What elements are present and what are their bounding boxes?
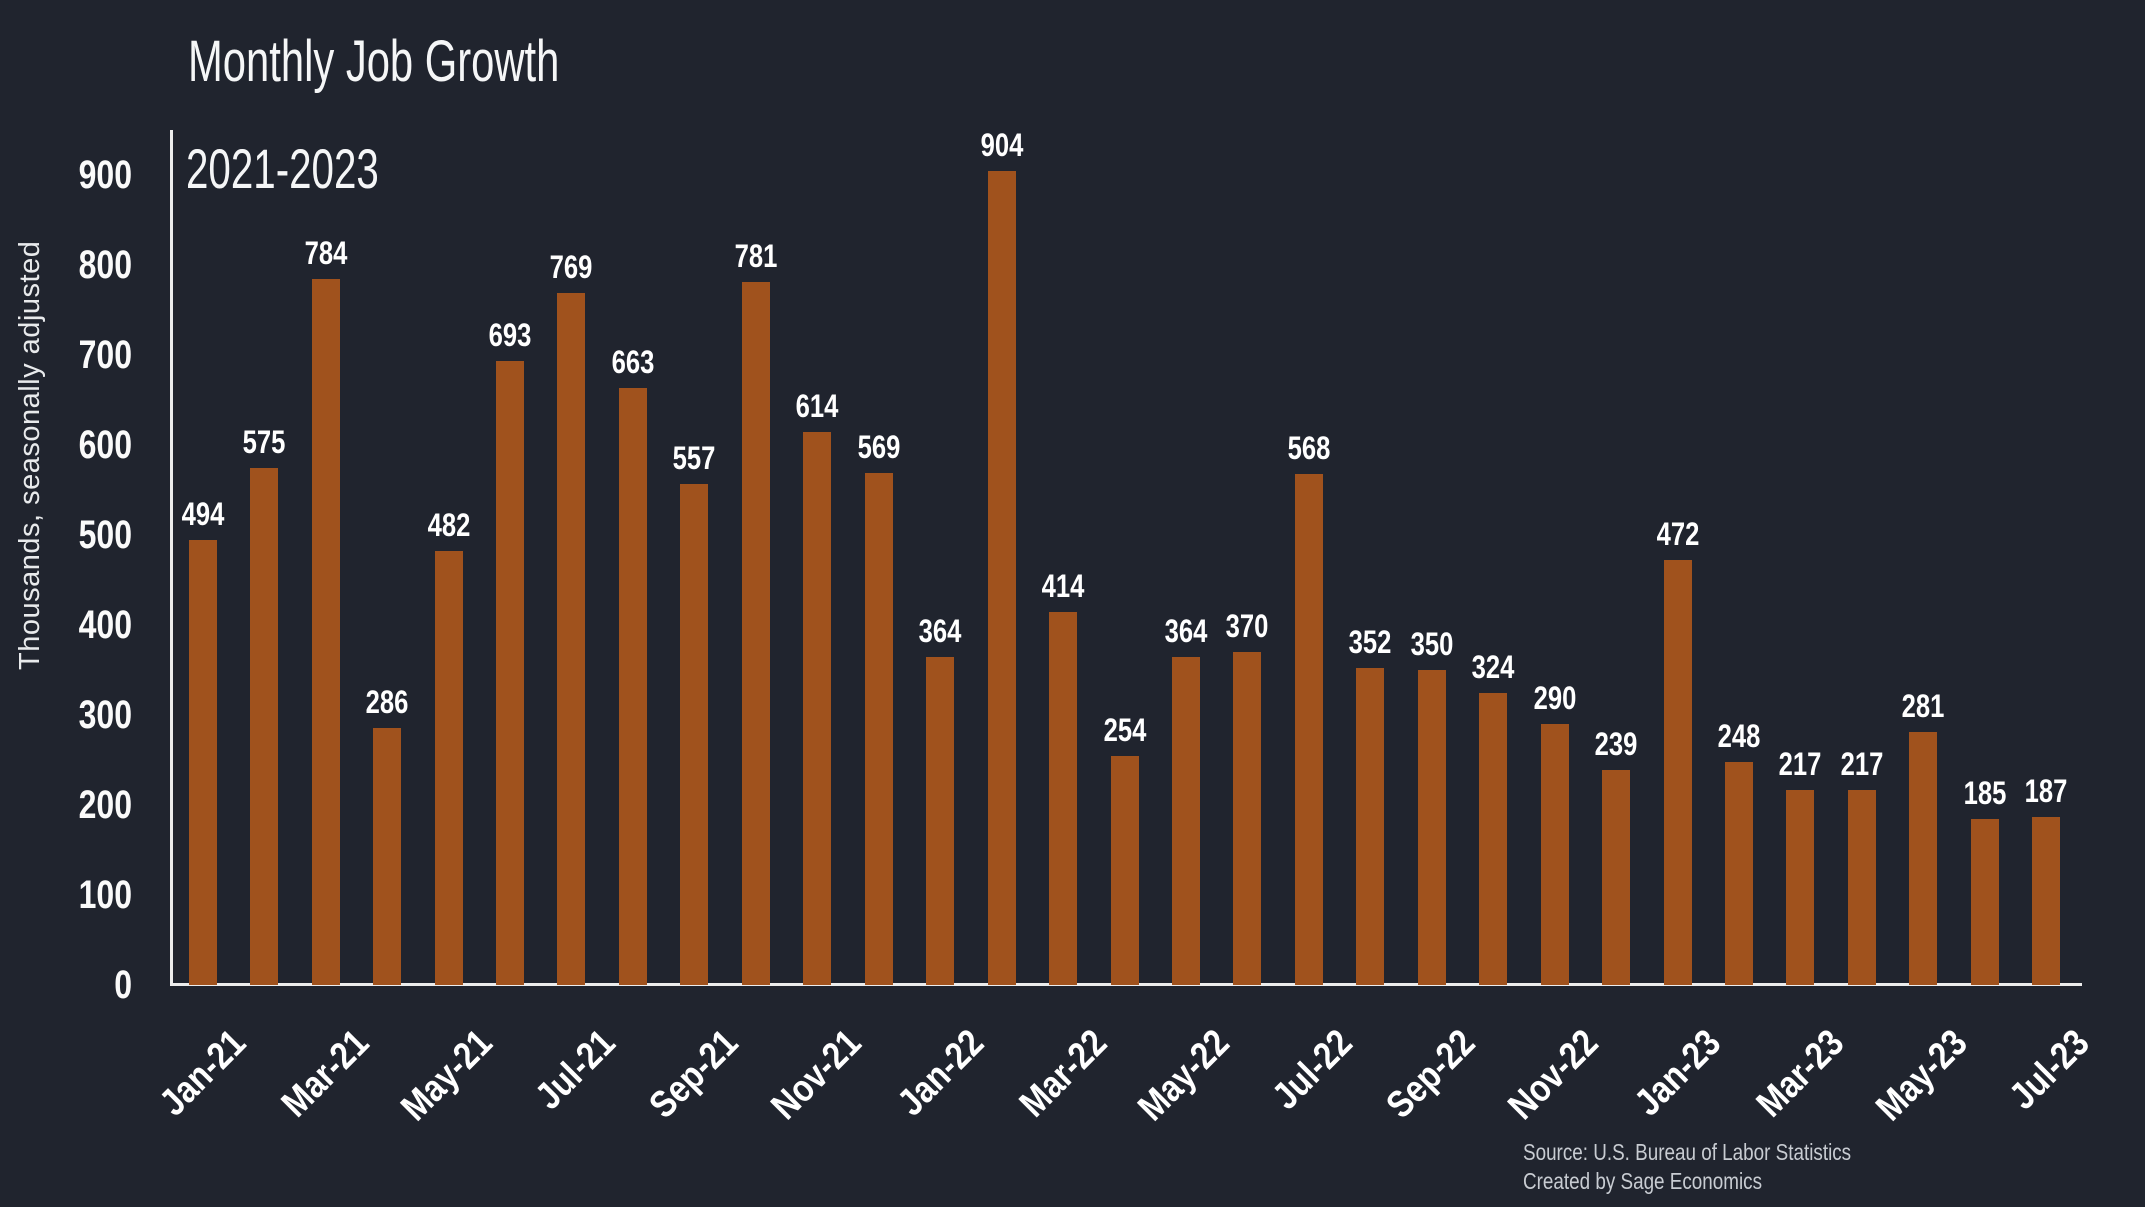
x-axis-tick-label: Sep-22 <box>1378 1022 1484 1127</box>
source-line-1: Source: U.S. Bureau of Labor Statistics <box>1523 1139 1852 1165</box>
y-axis-tick-label: 300 <box>78 693 132 737</box>
x-axis-tick-label: May-23 <box>1867 1022 1976 1130</box>
bar <box>864 472 893 985</box>
bar <box>557 292 586 985</box>
bar-value-label: 248 <box>1717 717 1761 754</box>
bar-value-label: 324 <box>1471 649 1515 686</box>
bar-value-label: 254 <box>1103 712 1146 749</box>
source-block: Source: U.S. Bureau of Labor Statistics … <box>1523 1138 1851 1196</box>
y-axis-tick-label: 600 <box>78 423 132 467</box>
y-axis-tick-label: 500 <box>78 513 132 557</box>
bar-value-label: 217 <box>1840 745 1884 782</box>
bar-value-label: 239 <box>1594 725 1638 762</box>
x-axis-tick-label: Jul-23 <box>2002 1022 2098 1118</box>
bar-value-label: 414 <box>1041 568 1085 605</box>
bar-value-label: 569 <box>857 428 901 465</box>
bar <box>680 483 709 985</box>
x-axis-tick-label: Nov-22 <box>1500 1022 1607 1128</box>
bar <box>373 727 402 985</box>
x-axis-tick-label: Mar-21 <box>273 1022 378 1126</box>
y-axis-tick-label: 400 <box>78 603 132 647</box>
bar <box>1602 769 1631 985</box>
bar-value-label: 290 <box>1533 680 1577 716</box>
bar <box>1417 670 1446 985</box>
x-axis-tick-label: Jan-21 <box>152 1022 255 1125</box>
bar <box>188 540 217 985</box>
x-axis-tick-label: May-21 <box>393 1022 501 1130</box>
bar <box>250 467 279 985</box>
x-axis-tick-label: Mar-23 <box>1748 1022 1853 1126</box>
plot-area: 494 575 784 286 482 693 769 663 557 781 614 569 364 9… <box>172 80 2077 985</box>
bar-value-label: 185 <box>1963 774 2007 811</box>
bar <box>1356 668 1385 985</box>
bar-value-label: 557 <box>672 439 716 476</box>
bar <box>1970 818 1999 985</box>
y-axis-tick-label: 800 <box>78 243 132 287</box>
y-axis-tick-label: 0 <box>114 963 132 1007</box>
bar <box>987 171 1016 985</box>
bar <box>1233 652 1262 985</box>
bar <box>1909 732 1938 985</box>
y-axis-tick-label: 200 <box>78 783 132 827</box>
bar-value-label: 217 <box>1779 745 1822 782</box>
x-axis-tick-label: Sep-21 <box>641 1022 747 1127</box>
x-axis-tick-label: Nov-21 <box>763 1022 869 1128</box>
bar <box>1110 756 1139 985</box>
bar-value-label: 472 <box>1656 516 1699 553</box>
bar-value-label: 904 <box>980 127 1023 164</box>
bar-value-label: 769 <box>550 248 593 285</box>
y-axis-tick-label: 900 <box>78 153 132 197</box>
source-line-2: Created by Sage Economics <box>1523 1168 1763 1194</box>
bar-value-label: 784 <box>304 235 347 272</box>
bar-value-label: 693 <box>488 317 532 354</box>
bar-value-label: 568 <box>1287 429 1331 466</box>
bar <box>1171 657 1200 985</box>
chart-title: Monthly Job Growth <box>188 29 560 94</box>
bar <box>434 551 463 985</box>
bar <box>311 279 340 985</box>
bar <box>1294 473 1323 985</box>
y-axis-tick-label: 100 <box>78 873 132 917</box>
bar <box>803 432 832 985</box>
bar <box>1847 789 1876 985</box>
x-axis-tick-label: May-22 <box>1130 1022 1238 1130</box>
bar-value-label: 482 <box>427 507 470 544</box>
bar <box>618 388 647 985</box>
bar-value-label: 494 <box>181 496 225 533</box>
bar <box>1049 612 1078 985</box>
bar-value-label: 281 <box>1902 688 1945 725</box>
bar-value-label: 364 <box>918 613 962 650</box>
bar-value-label: 350 <box>1410 626 1454 662</box>
bar <box>1540 724 1569 985</box>
bar <box>2032 816 2061 985</box>
bar-value-label: 286 <box>365 683 409 720</box>
bar-value-label: 187 <box>2024 772 2068 809</box>
bar-value-label: 352 <box>1348 624 1392 661</box>
bar <box>1663 560 1692 985</box>
bar-value-label: 364 <box>1164 613 1208 650</box>
bar <box>1786 789 1815 985</box>
bar-value-label: 575 <box>242 423 286 460</box>
bar-value-label: 781 <box>734 238 778 275</box>
bar <box>1725 761 1754 985</box>
bar <box>741 282 770 985</box>
bar-value-label: 370 <box>1226 608 1269 644</box>
y-axis-tick-label: 700 <box>78 333 132 377</box>
x-axis-tick-label: Jan-22 <box>889 1022 992 1125</box>
x-axis-tick-label: Jul-22 <box>1264 1022 1361 1118</box>
bar-value-label: 614 <box>795 388 839 425</box>
bar <box>926 657 955 985</box>
chart-subtitle: 2021-2023 <box>186 137 379 200</box>
x-axis-tick-label: Jan-23 <box>1627 1022 1730 1125</box>
bar-value-label: 663 <box>611 344 655 381</box>
x-axis-tick-label: Jul-21 <box>527 1022 624 1118</box>
y-axis-line <box>170 130 173 985</box>
bar <box>1479 693 1508 985</box>
bar <box>495 361 524 985</box>
x-axis-tick-label: Mar-22 <box>1011 1022 1115 1126</box>
